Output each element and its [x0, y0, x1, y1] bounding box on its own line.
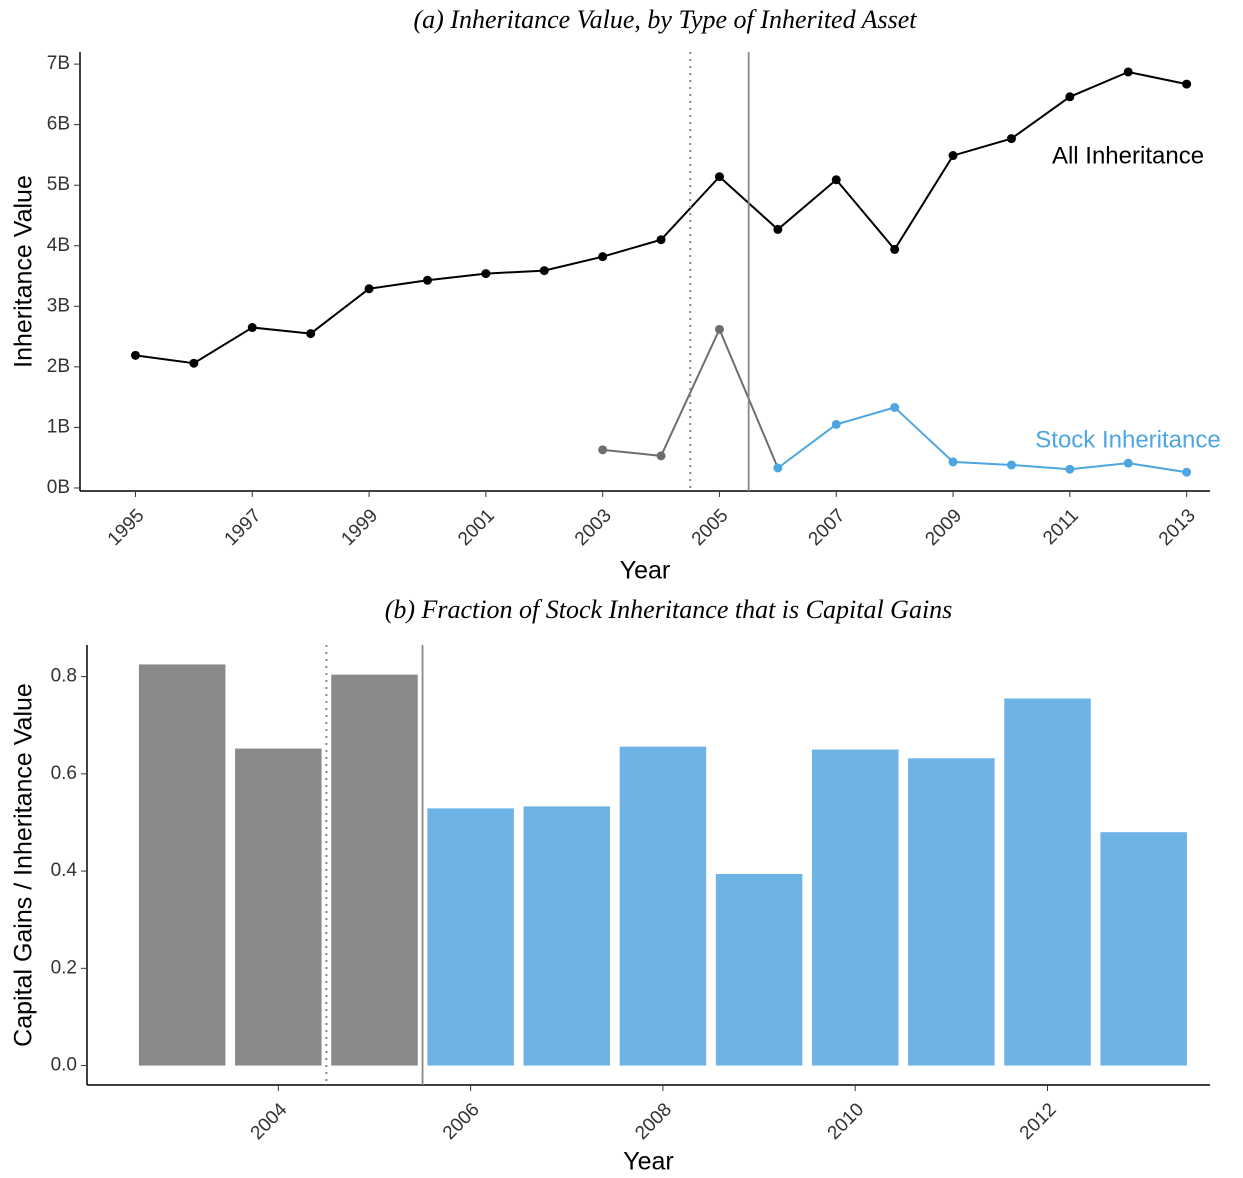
point — [1123, 458, 1133, 468]
point — [1006, 460, 1016, 470]
y-tick-label: 2B — [47, 356, 70, 377]
point — [656, 451, 666, 461]
y-tick-label: 6B — [47, 114, 70, 135]
y-axis-label: Capital Gains / Inheritance Value — [10, 683, 38, 1047]
bar — [523, 806, 611, 1066]
point — [1065, 464, 1075, 474]
point — [247, 323, 257, 333]
x-tick-label: 1997 — [221, 505, 266, 550]
x-tick-label: 2008 — [631, 1099, 676, 1144]
series-label: Stock Inheritance — [1035, 426, 1220, 453]
y-tick-label: 0B — [47, 477, 70, 498]
bar — [138, 664, 226, 1066]
y-tick-label: 0.0 — [51, 1055, 77, 1076]
point — [189, 358, 199, 368]
chart-title: (a) Inheritance Value, by Type of Inheri… — [413, 5, 917, 34]
point — [1065, 92, 1075, 102]
bar — [908, 758, 995, 1066]
y-tick-label: 0.6 — [51, 763, 77, 784]
y-tick-label: 4B — [47, 235, 70, 256]
point — [831, 175, 841, 185]
x-tick-label: 1995 — [104, 505, 149, 550]
series-line — [777, 406, 1187, 474]
point — [714, 172, 724, 182]
x-tick-label: 2011 — [1039, 505, 1083, 549]
point — [656, 235, 666, 245]
bar — [715, 873, 803, 1066]
bar — [331, 674, 418, 1066]
y-tick-label: 0.2 — [51, 957, 77, 978]
point — [773, 463, 783, 473]
point — [1182, 79, 1192, 89]
y-tick-label: 0.4 — [51, 860, 78, 881]
point — [831, 419, 841, 429]
x-axis-label: Year — [623, 1148, 674, 1176]
y-axis-label: Inheritance Value — [10, 175, 38, 368]
bar — [1100, 832, 1187, 1066]
point — [890, 244, 900, 254]
point — [598, 252, 608, 262]
series-line — [602, 326, 779, 469]
x-tick-label: 2004 — [247, 1099, 292, 1144]
x-tick-label: 2007 — [805, 505, 850, 550]
x-tick-label: 2005 — [688, 505, 733, 550]
point — [422, 275, 432, 285]
point — [598, 445, 608, 455]
y-tick-label: 7B — [47, 53, 70, 74]
y-tick-label: 0.8 — [51, 666, 77, 687]
bar — [427, 808, 514, 1066]
point — [1123, 67, 1133, 77]
y-tick-label: 3B — [47, 295, 70, 316]
bar — [1004, 698, 1091, 1066]
series-line — [135, 70, 1187, 365]
x-tick-label: 2012 — [1016, 1099, 1061, 1144]
point — [1006, 134, 1016, 144]
point — [714, 324, 724, 334]
x-tick-label: 2009 — [921, 505, 966, 550]
bar — [235, 748, 322, 1066]
point — [1182, 467, 1192, 477]
chart-title: (b) Fraction of Stock Inheritance that i… — [385, 595, 953, 624]
point — [364, 284, 374, 294]
point — [773, 224, 783, 234]
y-tick-label: 1B — [47, 416, 70, 437]
point — [481, 269, 491, 279]
x-tick-label: 2013 — [1155, 505, 1200, 550]
x-tick-label: 2010 — [824, 1099, 869, 1144]
point — [948, 151, 958, 161]
point — [539, 266, 549, 276]
series-label: All Inheritance — [1052, 142, 1204, 169]
x-tick-label: 2006 — [439, 1099, 484, 1144]
bar — [811, 749, 899, 1066]
point — [948, 457, 958, 467]
x-axis-label: Year — [620, 557, 671, 585]
x-tick-label: 2001 — [454, 505, 499, 550]
point — [890, 402, 900, 412]
bar — [619, 746, 707, 1066]
x-tick-label: 2003 — [571, 505, 616, 550]
x-tick-label: 1999 — [337, 505, 382, 550]
point — [306, 329, 316, 339]
point — [130, 350, 140, 360]
y-tick-label: 5B — [47, 174, 70, 195]
